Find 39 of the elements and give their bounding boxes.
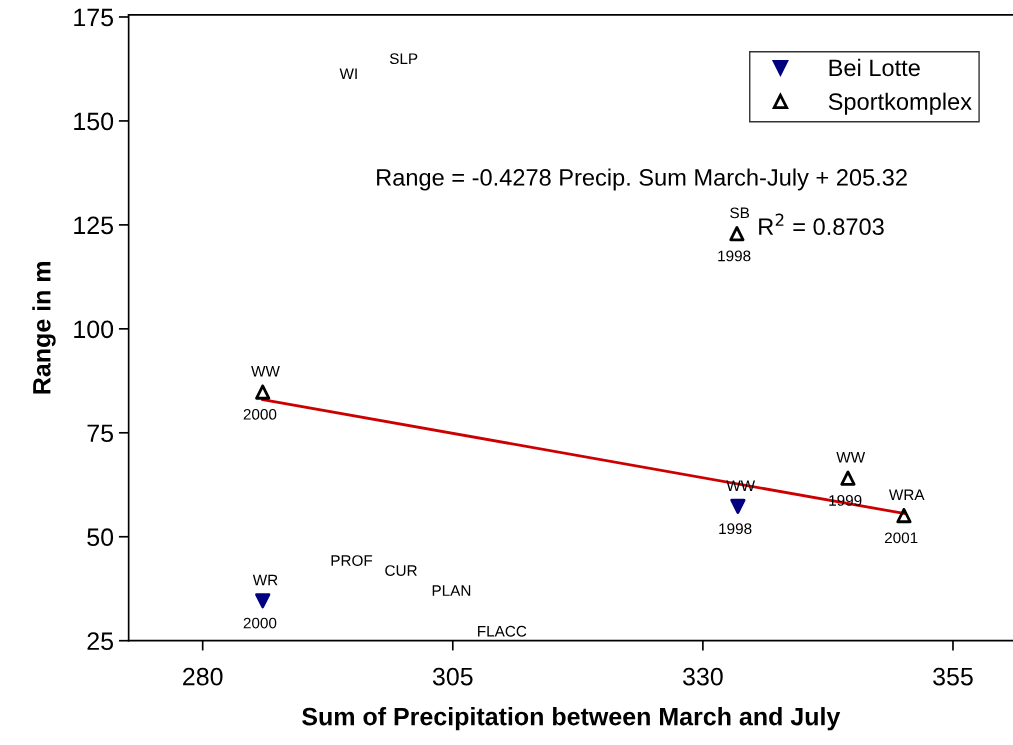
y-tick-label: 125 [74,216,114,235]
y-tick-label: 75 [87,424,114,443]
annotation: FLACC [478,625,527,637]
y-tick-label: 150 [74,112,114,131]
y-tick-label: 175 [74,8,114,27]
annotation: WW [251,366,280,377]
annotation: SLP [389,53,418,65]
annotation: 1998 [719,523,752,535]
annotation: WRA [888,489,925,501]
y-tick-label: 100 [74,320,114,339]
annotation: R$^{2}$ = 0.8703 [759,213,884,236]
point [729,226,745,242]
annotation: 1998 [718,250,751,262]
y-axis-title: Range in m [32,261,56,394]
x-tick-label: 280 [183,667,223,686]
x-axis-title: Sum of Precipitation between March and July [302,707,841,731]
annotation: WR [252,574,278,586]
legend-label: Sportkomplex [828,92,972,115]
annotation: WI [339,68,357,79]
point [255,593,271,609]
annotation: 2000 [243,408,277,420]
annotation: PLAN [432,585,471,596]
annotation: 2000 [243,617,277,629]
annotation: CUR [385,565,417,576]
y-tick-label: 50 [87,528,114,547]
x-tick-label: 305 [432,667,473,686]
annotation: 2001 [884,532,918,544]
legend-label: Bei Lotte [829,58,920,77]
point [255,384,271,400]
annotation: Range = -0.4278 Precip. Sum March-July + 205.32 [377,168,907,191]
y-tick-label: 25 [87,632,114,650]
point [840,470,856,486]
x-tick-label: 330 [682,667,723,686]
annotation: PROF [331,555,373,566]
annotation: SB [730,207,750,219]
point [730,498,746,514]
point [896,507,912,524]
annotation: WW [836,452,866,463]
x-tick-label: 355 [933,667,973,686]
